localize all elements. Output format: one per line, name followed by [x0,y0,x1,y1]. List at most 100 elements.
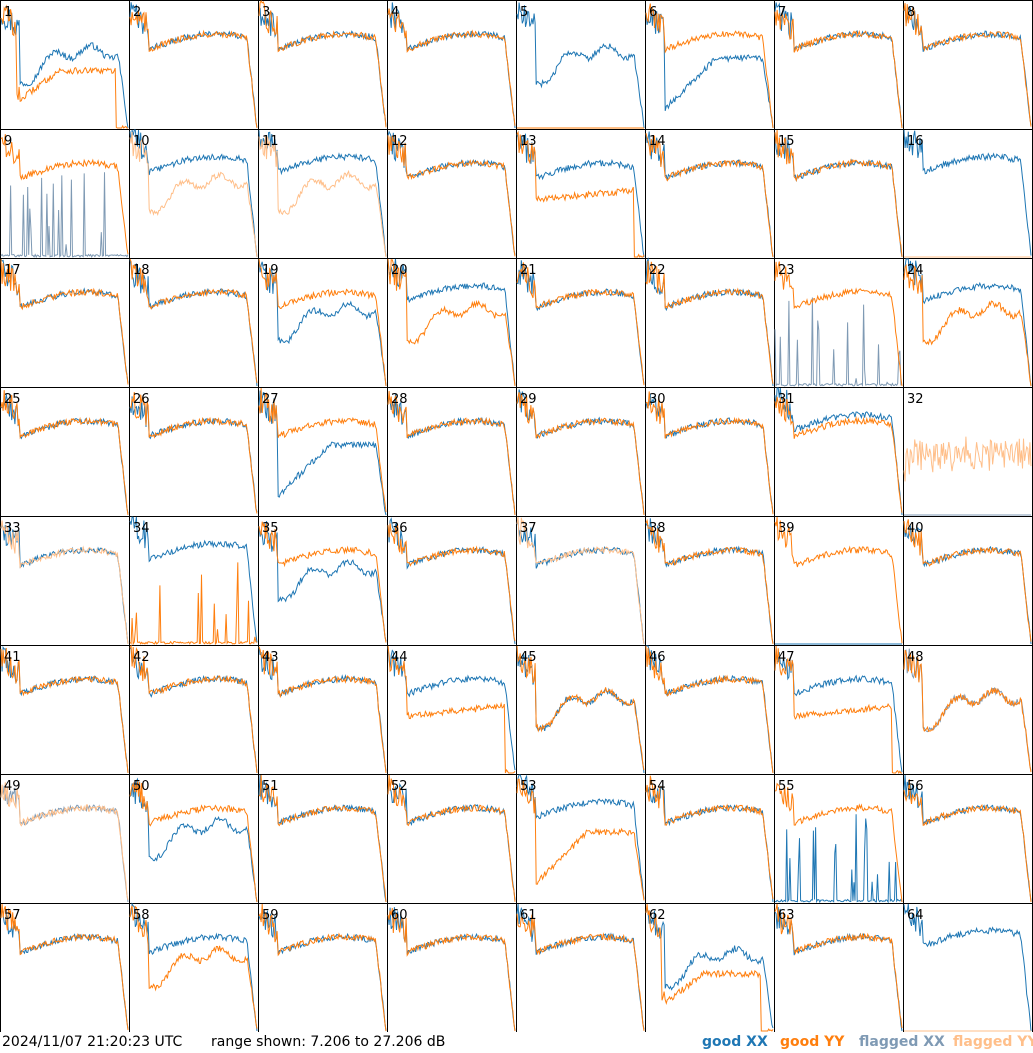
panel-label: 26 [133,392,150,407]
series-xx-good [258,258,387,387]
panel-frame [516,516,646,646]
panel-label: 20 [391,263,408,278]
panel-label: 53 [520,779,537,794]
panel-label: 50 [133,779,150,794]
panel-frame [903,903,1033,1032]
timestamp: 2024/11/07 21:20:23 UTC [2,1034,183,1050]
panel-48: 48 [903,645,1033,775]
panel-label: 31 [778,392,795,407]
panel-frame [387,129,517,259]
panel-label: 59 [262,908,279,923]
series-yy-good [516,262,645,386]
panel-label: 12 [391,134,408,149]
series-yy-good [258,387,387,513]
panel-label: 58 [133,908,150,923]
series-xx-good [774,649,903,773]
series-yy-good [258,646,387,773]
panel-frame [129,645,259,775]
panel-label: 8 [907,5,915,20]
series-yy-good [774,261,903,387]
panel-label: 13 [520,134,537,149]
panel-frame [516,129,646,259]
panel-frame [129,129,259,259]
panel-frame [774,774,904,904]
panel-label: 28 [391,392,408,407]
panel-7: 7 [774,0,904,130]
series-yy-flagged [0,782,129,900]
panel-frame [516,0,646,130]
panel-31: 31 [774,387,904,517]
series-yy-good [645,133,774,258]
series-yy-good [774,9,903,129]
panel-frame [0,903,130,1032]
legend-flagged-yy: flagged YY [953,1034,1033,1050]
series-yy-good [645,645,774,774]
panel-54: 54 [645,774,775,904]
series-yy-good [0,4,128,129]
panel-label: 1 [4,5,12,20]
panel-frame [387,0,517,130]
panel-40: 40 [903,516,1033,646]
panel-label: 6 [649,5,657,20]
series-xx-good [258,130,387,257]
panel-frame [645,516,775,646]
panel-41: 41 [0,645,130,775]
series-yy-good [129,258,258,384]
panel-frame [645,387,775,517]
panel-frame [774,258,904,388]
series-yy-good [903,263,1032,387]
panel-frame [258,258,388,388]
series-yy-good [774,129,903,258]
series-yy-good [129,10,258,129]
panel-55: 55 [774,774,904,904]
series-yy-good [0,259,129,385]
panel-frame [516,258,646,388]
panel-frame [774,0,904,130]
panel-label: 44 [391,650,408,665]
panel-label: 45 [520,650,537,665]
series-yy-good [258,258,387,387]
series-yy-flagged [903,436,1032,482]
panel-frame [903,129,1033,259]
series-xx-good [903,129,1032,256]
series-yy-good [516,913,645,1031]
panel-24: 24 [903,258,1033,388]
panel-frame [0,645,130,775]
panel-28: 28 [387,387,517,517]
panel-17: 17 [0,258,130,388]
panel-32: 32 [903,387,1033,517]
panel-frame [258,903,388,1032]
panel-label: 39 [778,521,795,536]
series-xx-flagged [774,297,903,388]
panel-frame [774,903,904,1032]
panel-53: 53 [516,774,646,904]
panel-label: 30 [649,392,666,407]
panel-16: 16 [903,129,1033,259]
series-yy-good [774,645,902,775]
panel-37: 37 [516,516,646,646]
legend-good-xx: good XX [702,1034,768,1050]
series-yy-good [387,645,516,774]
panel-label: 56 [907,779,924,794]
panel-frame [258,516,388,646]
series-yy-good [129,905,258,1029]
panel-label: 40 [907,521,924,536]
legend-good-yy: good YY [780,1034,845,1050]
panel-label: 29 [520,392,537,407]
panel-frame [129,774,259,904]
panel-frame [774,129,904,259]
series-yy-good [645,775,774,900]
series-yy-good [387,8,516,126]
series-yy-good [645,3,774,129]
series-yy-good [387,134,516,257]
series-yy-good [387,774,516,902]
panel-label: 62 [649,908,666,923]
panel-frame [516,387,646,517]
series-xx-good [387,645,516,771]
panel-label: 60 [391,908,408,923]
series-xx-good [258,521,387,642]
panel-39: 39 [774,516,904,646]
panel-20: 20 [387,258,517,388]
panel-13: 13 [516,129,646,259]
panel-frame [903,387,1033,517]
